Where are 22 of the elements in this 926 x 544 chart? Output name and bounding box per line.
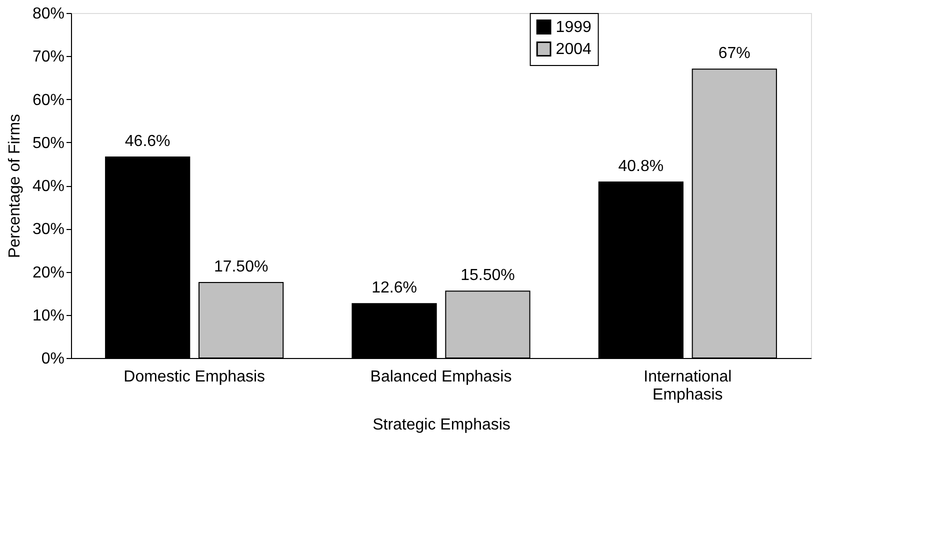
data-label: 67% bbox=[718, 45, 750, 62]
y-tick-label: 70% bbox=[32, 48, 64, 66]
data-label: 40.8% bbox=[618, 158, 664, 176]
y-tick-label: 40% bbox=[32, 178, 64, 195]
data-label: 15.50% bbox=[460, 267, 515, 284]
y-tick-label: 20% bbox=[32, 264, 64, 282]
data-label: 17.50% bbox=[214, 258, 268, 276]
y-tick-label: 30% bbox=[32, 221, 64, 238]
x-tick-label: Balanced Emphasis bbox=[370, 368, 512, 386]
legend-label: 2004 bbox=[556, 41, 592, 58]
y-tick-label: 50% bbox=[32, 134, 64, 152]
y-tick-label: 10% bbox=[32, 307, 64, 324]
data-label: 12.6% bbox=[372, 280, 417, 297]
x-tick-label: Domestic Emphasis bbox=[124, 368, 266, 386]
x-axis-title: Strategic Emphasis bbox=[372, 416, 510, 434]
y-tick-label: 80% bbox=[32, 6, 64, 22]
y-axis-title: Percentage of Firms bbox=[6, 114, 24, 258]
y-tick-label: 0% bbox=[41, 350, 64, 368]
legend-label: 1999 bbox=[556, 19, 592, 36]
y-tick-label: 60% bbox=[32, 92, 64, 109]
x-tick-label: International Emphasis bbox=[644, 368, 732, 404]
data-label: 46.6% bbox=[124, 133, 170, 150]
